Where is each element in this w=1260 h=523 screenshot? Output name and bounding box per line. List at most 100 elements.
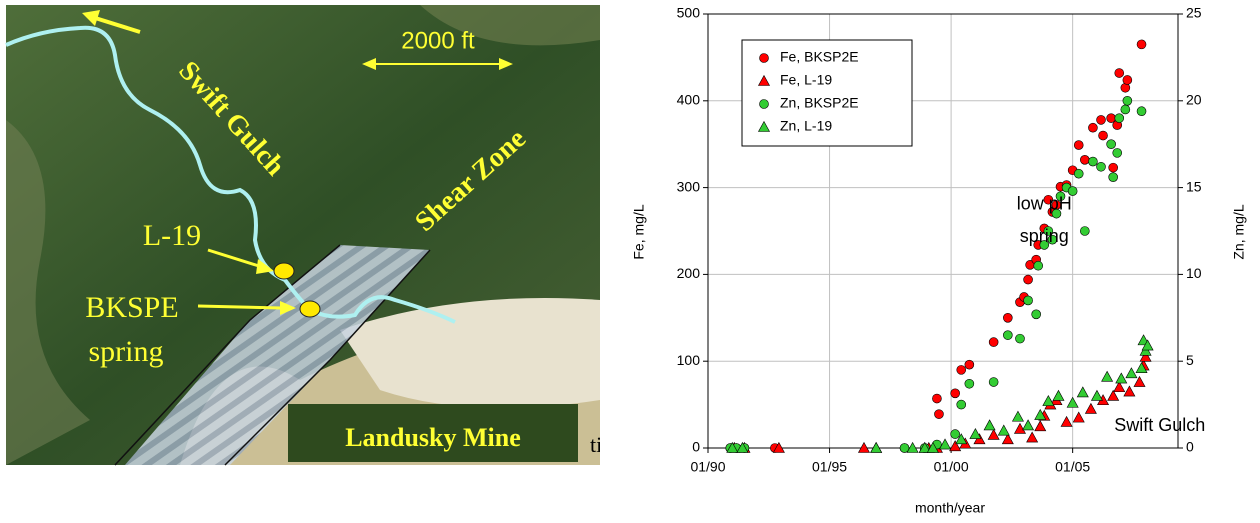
annotation: low pH — [1017, 194, 1072, 214]
x-tick-label: 01/05 — [1055, 459, 1090, 475]
triangle-marker — [918, 441, 931, 453]
triangle-marker — [1101, 370, 1114, 382]
circle-marker — [1096, 115, 1106, 125]
x-tick-label: 01/95 — [812, 459, 847, 475]
circle-marker — [964, 378, 975, 389]
circle-marker — [1112, 148, 1123, 158]
spring-marker — [299, 300, 321, 318]
y-tick-label: 500 — [677, 5, 701, 21]
triangle-marker — [726, 441, 739, 453]
circle-marker — [899, 443, 910, 453]
triangle-marker — [1076, 386, 1089, 398]
north-arrow — [91, 15, 141, 34]
circle-marker — [1108, 162, 1118, 173]
triangle-marker — [997, 424, 1010, 436]
mine-label-box — [288, 404, 578, 462]
y2-axis-label: Zn, mg/L — [1231, 204, 1247, 259]
mine-area — [340, 298, 600, 408]
y2-tick-label: 25 — [1186, 5, 1202, 21]
triangle-marker — [772, 441, 785, 453]
y-tick-label: 300 — [677, 178, 701, 194]
circle-marker — [1003, 312, 1013, 323]
triangle-marker — [1139, 350, 1152, 362]
circle-marker — [1106, 139, 1116, 149]
y-tick-label: 100 — [677, 352, 701, 368]
well-marker — [273, 262, 295, 280]
circle-marker — [1031, 309, 1041, 320]
pointer-head — [280, 301, 296, 315]
well-label: L-19 — [143, 219, 201, 252]
triangle-marker — [1084, 402, 1097, 414]
circle-marker — [1023, 274, 1033, 285]
north-arrow-head — [82, 10, 100, 26]
spring-label: spring — [89, 335, 164, 368]
annotation: Swift Gulch — [1114, 415, 1205, 435]
circle-marker — [1043, 194, 1054, 205]
circle-marker — [1023, 295, 1033, 306]
terrain-patch — [6, 120, 90, 465]
y2-tick-label: 0 — [1186, 439, 1194, 455]
legend-box — [741, 39, 913, 147]
triangle-marker — [1123, 385, 1136, 397]
legend-label: Zn, BKSP2E — [780, 95, 859, 111]
y2-tick-label: 15 — [1186, 178, 1202, 194]
pointer — [197, 304, 283, 310]
triangle-marker — [906, 441, 919, 453]
circle-marker — [1122, 75, 1133, 85]
triangle-marker — [1034, 420, 1047, 432]
circle-marker — [1080, 226, 1090, 236]
circle-marker — [1120, 104, 1131, 115]
pointer — [207, 248, 263, 269]
y2-tick-label: 10 — [1186, 265, 1202, 281]
triangle-marker — [1141, 339, 1154, 351]
mine-label: Landusky Mine — [345, 423, 521, 452]
circle-marker — [1096, 161, 1106, 172]
circle-marker — [1073, 140, 1084, 150]
x-tick-label: 01/90 — [690, 459, 725, 475]
circle-marker — [950, 429, 960, 439]
legend-label: Zn, L-19 — [780, 118, 832, 134]
triangle-marker — [1125, 367, 1138, 379]
circle-marker — [932, 393, 942, 404]
spring-label: BKSPE — [85, 291, 178, 324]
caption-fragment: ti — [590, 432, 600, 457]
circle-marker — [1098, 130, 1108, 141]
triangle-marker — [1034, 408, 1047, 420]
circle-marker — [1047, 234, 1058, 245]
circle-marker — [1033, 260, 1044, 271]
x-tick-label: 01/00 — [934, 459, 969, 475]
circle-marker — [950, 388, 960, 399]
triangle-marker — [1072, 411, 1085, 423]
triangle-marker — [987, 428, 1000, 440]
y2-tick-label: 5 — [1186, 352, 1194, 368]
circle-marker — [1003, 330, 1013, 340]
circle-marker — [1080, 155, 1090, 165]
circle-marker — [1043, 226, 1054, 236]
map: 2000 ft Swift Gulch Shear Zone L-19 BKSP… — [5, 5, 600, 466]
chart: month/year Fe, mg/L Zn, mg/L 01002003004… — [631, 5, 1247, 516]
triangle-marker — [983, 419, 996, 431]
triangle-marker — [870, 441, 883, 453]
stream — [5, 25, 456, 324]
circle-marker — [934, 409, 944, 419]
y-tick-label: 0 — [692, 439, 700, 455]
triangle-marker — [955, 433, 968, 445]
triangle-marker — [926, 441, 939, 453]
triangle-marker — [969, 427, 982, 439]
triangle-marker — [1066, 396, 1079, 408]
triangle-marker — [857, 441, 870, 453]
triangle-marker — [757, 74, 771, 86]
triangle-marker — [1011, 410, 1024, 422]
triangle-marker — [1042, 395, 1055, 406]
triangle-marker — [736, 441, 749, 453]
y-tick-label: 400 — [677, 92, 701, 108]
scale-label: 2000 ft — [401, 27, 475, 54]
legend: Fe, BKSP2E Fe, L-19 Zn, BKSP2E Zn, L-19 — [741, 39, 913, 147]
circle-marker — [759, 53, 769, 63]
triangle-marker — [1133, 375, 1146, 387]
circle-marker — [1136, 39, 1147, 50]
circle-marker — [1114, 68, 1125, 78]
legend-label: Fe, L-19 — [780, 72, 832, 88]
triangle-marker — [1013, 422, 1026, 434]
